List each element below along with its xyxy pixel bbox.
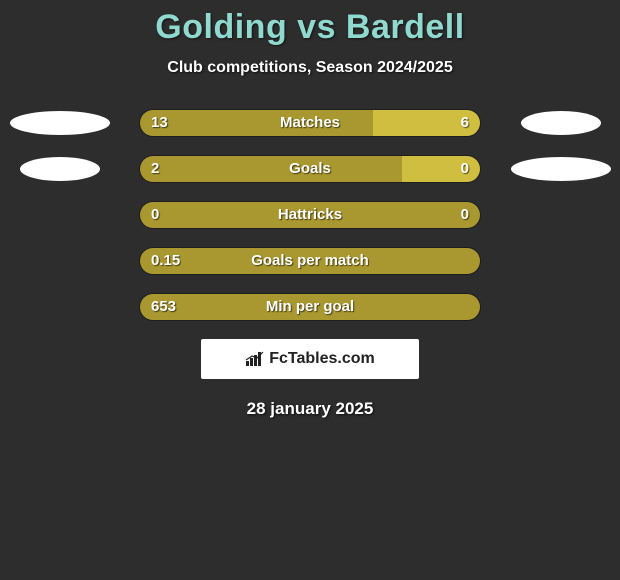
stat-row: Goals per match0.15	[0, 247, 620, 275]
date-text: 28 january 2025	[0, 399, 620, 419]
decorative-ellipse	[20, 157, 100, 181]
stat-label: Matches	[139, 109, 481, 137]
page-title: Golding vs Bardell	[0, 0, 620, 47]
stat-value-left: 2	[151, 155, 159, 183]
bar-area: Goals2 0	[139, 155, 481, 183]
stat-value-left: 0	[151, 201, 159, 229]
fctables-logo: FcTables.com	[201, 339, 419, 379]
logo-text: FcTables.com	[269, 350, 375, 368]
decorative-ellipse	[511, 157, 611, 181]
stat-value-right: 0	[461, 201, 469, 229]
decorative-ellipse	[521, 111, 601, 135]
stat-row: Min per goal653	[0, 293, 620, 321]
bar-chart-icon	[245, 351, 265, 367]
stat-value-left: 13	[151, 109, 168, 137]
stat-value-right: 0	[461, 155, 469, 183]
stat-label: Goals	[139, 155, 481, 183]
bar-area: Goals per match0.15	[139, 247, 481, 275]
stat-label: Min per goal	[139, 293, 481, 321]
bar-area: Hattricks0 0	[139, 201, 481, 229]
stat-value-left: 653	[151, 293, 176, 321]
stat-label: Goals per match	[139, 247, 481, 275]
stats-area: Matches136Goals20Hattricks00Goals per ma…	[0, 109, 620, 321]
subtitle: Club competitions, Season 2024/2025	[0, 59, 620, 77]
stat-value-right: 6	[461, 109, 469, 137]
decorative-ellipse	[10, 111, 110, 135]
stat-row: Hattricks0 0	[0, 201, 620, 229]
bar-area: Min per goal653	[139, 293, 481, 321]
stat-value-left: 0.15	[151, 247, 180, 275]
bar-area: Matches13 6	[139, 109, 481, 137]
stat-label: Hattricks	[139, 201, 481, 229]
